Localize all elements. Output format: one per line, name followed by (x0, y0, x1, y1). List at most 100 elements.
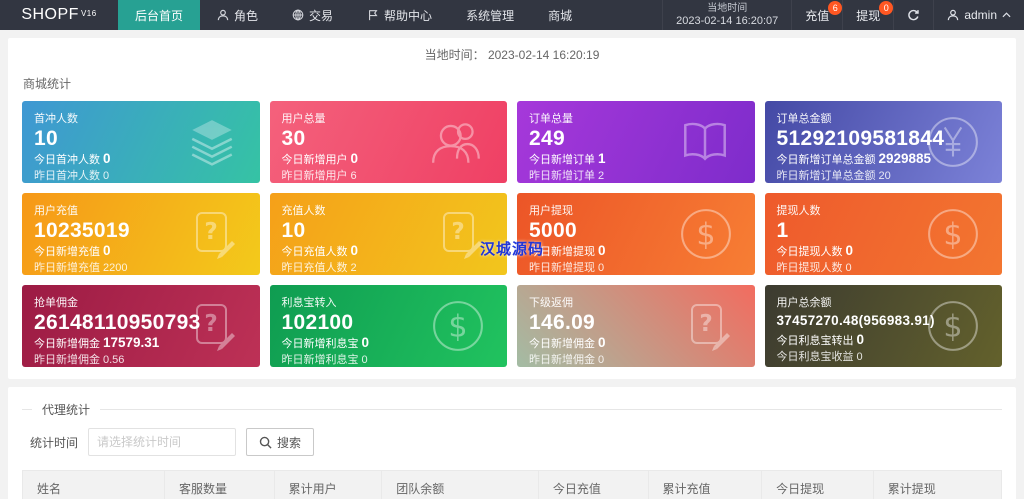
navbar-right: 当地时间 2023-02-14 16:20:07 充值 6 提现 0 adm (662, 0, 1024, 30)
column-header: 累计用户 (273, 470, 383, 499)
svg-text:?: ? (204, 219, 217, 245)
stat-card-value: 5000 (529, 219, 577, 242)
stat-card-title: 抢单佣金 (34, 297, 78, 309)
stat-card-title: 用户总量 (281, 113, 326, 125)
stat-card: 下级返佣 146.09 今日新增佣金 0 昨日新增佣金 0? (517, 285, 755, 367)
refresh-button[interactable] (893, 0, 933, 30)
dollar-icon: $ (926, 299, 980, 353)
stat-card-today-line: 今日新增佣金 0 (529, 335, 606, 350)
nav-menu-item[interactable]: 交易 (275, 0, 350, 30)
local-time-block: 当地时间 2023-02-14 16:20:07 (662, 0, 791, 30)
stat-card-title: 用户总余额 (776, 297, 832, 309)
svg-text:$: $ (943, 309, 962, 344)
agent-section-title: 代理统计 (42, 403, 91, 417)
stat-card: 用户提现 5000 今日新增提现 0 昨日新增提现 0 $ (517, 193, 755, 275)
nav-menu-item[interactable]: 角色 (200, 0, 275, 30)
column-header: 团队余额 (381, 470, 539, 499)
layers-icon (186, 116, 238, 168)
stat-card-yesterday-line: 昨日充值人数 2 (281, 262, 357, 274)
stat-card-yesterday-line: 昨日新增订单总金额 20 (776, 170, 891, 182)
stat-card-title: 充值人数 (281, 205, 326, 217)
search-button-label: 搜索 (277, 435, 302, 450)
stat-card: 用户充值 10235019 今日新增充值 0 昨日新增充值 2200? (22, 193, 260, 275)
stat-card: 提现人数 1 今日提现人数 0 昨日提现人数 0 $ (764, 193, 1002, 275)
stat-card: 充值人数 10 今日充值人数 0 昨日充值人数 2? (269, 193, 507, 275)
stat-card: 用户总量 30 今日新增用户 0 昨日新增用户 6 (269, 101, 507, 183)
stat-card: 利息宝转入 102100 今日新增利息宝 0 昨日新增利息宝 0 $ (269, 285, 507, 367)
app-logo[interactable]: SHOPF V16 (0, 0, 118, 30)
dollar-icon: $ (679, 207, 733, 261)
stat-card: 用户总余额 37457270.48(956983.91) 今日利息宝转出 0 今日利息宝… (764, 285, 1002, 367)
nav-menu-item[interactable]: 商城 (531, 0, 589, 30)
stats-panel: 当地时间： 2023-02-14 16:20:19 商城统计 首冲人数 10 今日首… (8, 38, 1016, 379)
recharge-badge: 6 (828, 1, 843, 15)
stat-card-value: 10 (34, 127, 58, 150)
svg-text:?: ? (451, 219, 464, 245)
stat-time-input[interactable] (88, 428, 237, 456)
nav-menu-item[interactable]: 系统管理 (449, 0, 531, 30)
stat-card-today-line: 今日新增提现 0 (529, 243, 606, 258)
nav-menu-item-label: 交易 (309, 8, 334, 23)
dollar-icon: $ (431, 299, 485, 353)
stat-card-yesterday-line: 昨日新增订单 2 (529, 170, 605, 182)
doc-edit-icon: ? (433, 208, 485, 260)
current-time-label: 当地时间： (424, 48, 485, 62)
stat-card-title: 下级返佣 (529, 297, 573, 309)
nav-menu-item[interactable]: 后台首页 (118, 0, 201, 30)
search-button[interactable]: 搜索 (246, 428, 315, 456)
stat-card-yesterday-line: 昨日提现人数 0 (776, 262, 852, 274)
stat-card-value: 146.09 (529, 311, 596, 334)
stat-card: 首冲人数 10 今日首冲人数 0 昨日首冲人数 0 (22, 101, 260, 183)
recharge-nav-button[interactable]: 充值 6 (791, 0, 843, 30)
agent-filter-row: 统计时间 搜索 (30, 428, 1002, 456)
stat-card-today-line: 今日充值人数 0 (281, 243, 359, 258)
stat-card-yesterday-line: 昨日新增佣金 0.56 (34, 354, 125, 366)
withdraw-nav-label: 提现 (856, 8, 881, 23)
svg-text:?: ? (699, 311, 712, 337)
stat-card-value: 10 (281, 219, 306, 242)
stat-card-title: 订单总量 (529, 113, 573, 125)
stat-card-yesterday-line: 昨日新增充值 2200 (34, 262, 128, 274)
user-menu[interactable]: admin (933, 0, 1024, 30)
top-navbar: SHOPF V16 后台首页 角色 交易 帮助中心 系统管理 商城 当地时间 2023-02… (0, 0, 1024, 30)
column-header: 今日提现 (761, 470, 874, 499)
svg-text:$: $ (943, 217, 962, 252)
stat-card-today-line: 今日新增充值 0 (34, 243, 111, 258)
stat-card-today-line: 今日利息宝转出 0 (776, 332, 865, 347)
svg-text:$: $ (696, 217, 715, 252)
nav-menu-item-label: 帮助中心 (384, 8, 433, 23)
stat-time-label: 统计时间 (30, 435, 79, 450)
agent-table: 姓名客服数量累计用户团队余额今日充值累计充值今日提现累计提现ceshidaili… (22, 470, 1003, 499)
dollar-icon: $ (926, 207, 980, 261)
stat-card-value: 249 (529, 127, 565, 150)
users-icon (429, 119, 485, 165)
column-header: 今日充值 (537, 470, 649, 499)
watermark-text: 汉城源码 (479, 241, 545, 258)
doc-edit-icon: ? (681, 300, 733, 352)
stat-card: 订单总量 249 今日新增订单 1 昨日新增订单 2 (517, 101, 755, 183)
stat-card-today-line: 今日新增订单 1 (529, 151, 606, 166)
stat-card-today-line: 今日新增佣金 17579.31 (34, 335, 160, 350)
withdraw-nav-button[interactable]: 提现 0 (842, 0, 894, 30)
column-header: 累计充值 (647, 470, 763, 499)
stat-card-value: 51292109581844 (776, 127, 945, 150)
local-time-value: 2023-02-14 16:20:07 (676, 14, 779, 27)
nav-menu-item-label: 后台首页 (135, 8, 184, 23)
current-time-value: 2023-02-14 16:20:19 (487, 48, 600, 62)
nav-menu-item-label: 商城 (548, 8, 573, 23)
nav-menu-item[interactable]: 帮助中心 (350, 0, 449, 30)
local-time-label: 当地时间 (707, 2, 748, 14)
stat-card-value: 37457270.48(956983.91) (776, 313, 935, 328)
stats-section-title: 商城统计 (23, 77, 72, 91)
stat-card-grid: 首冲人数 10 今日首冲人数 0 昨日首冲人数 0 用户总量 30 今日新增用户 0 昨日新增用户 6… (8, 101, 1016, 367)
column-header: 姓名 (22, 470, 165, 499)
current-time-bar: 当地时间： 2023-02-14 16:20:19 (8, 38, 1016, 67)
nav-menu-item-label: 角色 (234, 8, 259, 23)
stat-card-yesterday-line: 昨日首冲人数 0 (34, 170, 110, 182)
column-header: 客服数量 (163, 470, 275, 499)
stat-card-title: 利息宝转入 (281, 297, 337, 309)
stat-card-value: 1 (776, 219, 789, 242)
chevron-up-icon (1002, 12, 1011, 18)
globe-icon (292, 9, 304, 21)
column-header: 累计提现 (872, 470, 1003, 499)
